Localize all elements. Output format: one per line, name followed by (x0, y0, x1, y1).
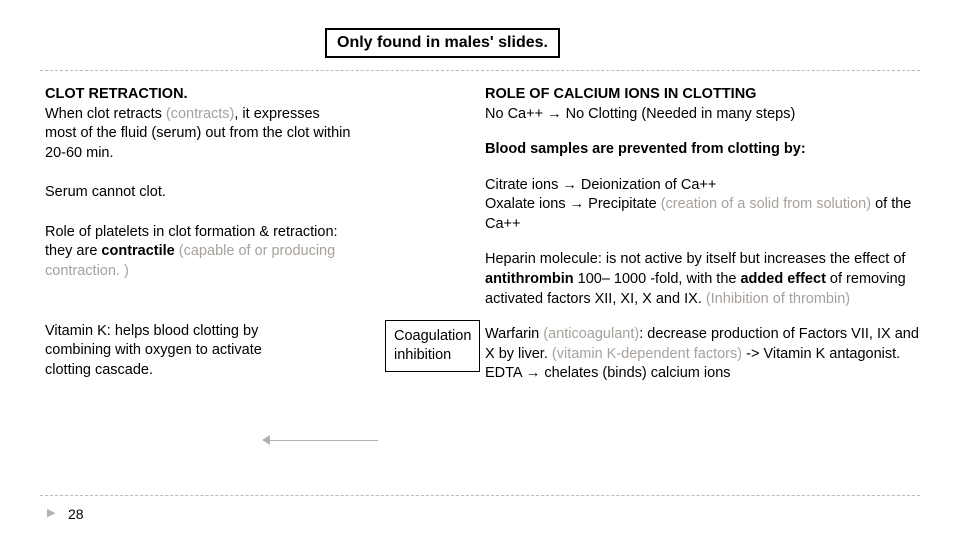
citrate-text: Citrate ions → Deionization of Ca++ (485, 177, 716, 193)
vitamin-k-text: Vitamin K: helps blood clotting by combi… (45, 323, 262, 378)
warfarin-d: (vitamin K-dependent factors) (552, 346, 742, 362)
coagulation-box: Coagulation inhibition (385, 320, 480, 372)
heparin-d: added effect (740, 271, 825, 287)
right-column: ROLE OF CALCIUM IONS IN CLOTTING No Ca++… (485, 85, 930, 400)
warfarin-e: -> Vitamin K antagonist. (742, 346, 900, 362)
title-box: Only found in males' slides. (325, 28, 560, 58)
heparin-a: Heparin molecule: is not active by itsel… (485, 251, 905, 267)
platelets-text-b: contractile (101, 243, 174, 259)
oxalate-text-b: (creation of a solid from solution) (661, 196, 871, 212)
left-column: CLOT RETRACTION. When clot retracts (con… (45, 85, 355, 400)
clot-retraction-block: CLOT RETRACTION. When clot retracts (con… (45, 85, 355, 163)
chevron-right-icon: ▶ (47, 506, 55, 519)
prevented-block: Blood samples are prevented from clottin… (485, 140, 930, 160)
prevented-text: Blood samples are prevented from clottin… (485, 141, 806, 157)
warfarin-b: (anticoagulant) (543, 326, 639, 342)
divider-bottom (40, 495, 920, 496)
clot-retraction-text-a: When clot retracts (45, 106, 166, 122)
serum-text: Serum cannot clot. (45, 184, 166, 200)
calcium-heading-block: ROLE OF CALCIUM IONS IN CLOTTING No Ca++… (485, 85, 930, 124)
coag-line1: Coagulation (394, 328, 471, 344)
title-text: Only found in males' slides. (337, 34, 548, 51)
clot-retraction-heading: CLOT RETRACTION. (45, 86, 188, 102)
serum-block: Serum cannot clot. (45, 183, 355, 203)
heparin-b: antithrombin (485, 271, 574, 287)
page-number: 28 (68, 506, 84, 522)
clot-retraction-text-b: (contracts) (166, 106, 235, 122)
edta-text: EDTA → chelates (binds) calcium ions (485, 365, 731, 381)
calcium-heading: ROLE OF CALCIUM IONS IN CLOTTING (485, 86, 756, 102)
warfarin-a: Warfarin (485, 326, 543, 342)
calcium-p1: No Ca++ → No Clotting (Needed in many st… (485, 106, 795, 122)
heparin-block: Heparin molecule: is not active by itsel… (485, 250, 930, 309)
arrow-line (268, 440, 378, 441)
heparin-f: (Inhibition of thrombin) (706, 291, 850, 307)
ions-block: Citrate ions → Deionization of Ca++ Oxal… (485, 176, 930, 235)
heparin-c: 100– 1000 -fold, with the (574, 271, 741, 287)
platelets-block: Role of platelets in clot formation & re… (45, 223, 355, 282)
vitamin-k-block: Vitamin K: helps blood clotting by combi… (45, 322, 265, 381)
oxalate-text-a: Oxalate ions → Precipitate (485, 196, 661, 212)
coag-line2: inhibition (394, 347, 451, 363)
arrow-head-icon (262, 435, 270, 445)
divider-top (40, 70, 920, 71)
warfarin-block: Warfarin (anticoagulant): decrease produ… (485, 325, 930, 384)
